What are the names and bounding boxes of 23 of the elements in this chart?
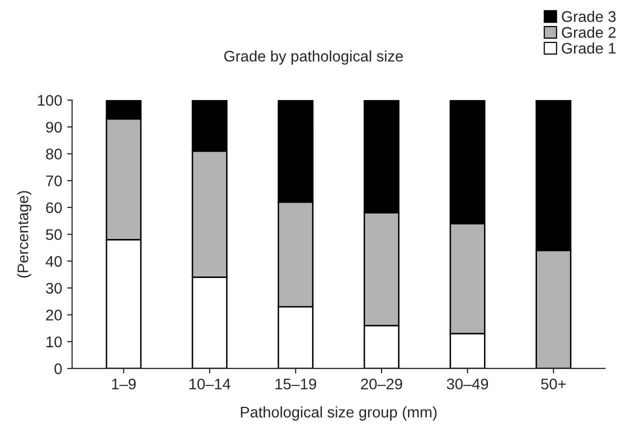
y-tick-label: 90	[46, 122, 62, 133]
x-tick-label: 15–19	[276, 378, 316, 390]
legend-label: Grade 2	[562, 26, 616, 38]
chart-title: Grade by pathological size	[224, 50, 403, 65]
y-tick-label: 50	[46, 229, 62, 240]
x-tick-label: 30–49	[446, 378, 488, 390]
y-tick-label: 80	[46, 148, 62, 160]
y-tick-label: 40	[46, 256, 62, 267]
y-tick-label: 0	[54, 363, 62, 374]
y-axis-title: (Percentage)	[17, 191, 32, 278]
x-tick-label: 50+	[541, 378, 566, 390]
y-tick-label: 70	[46, 175, 62, 186]
legend-label: Grade 3	[562, 10, 616, 22]
x-tick-label: 20–29	[361, 378, 402, 390]
x-tick-label: 1–9	[112, 378, 136, 390]
x-tick-label: 10–14	[190, 378, 230, 390]
y-tick-label: 10	[46, 336, 62, 348]
y-tick-label: 30	[46, 282, 62, 294]
legend-label: Grade 1	[562, 42, 616, 54]
y-tick-label: 100	[38, 94, 62, 106]
x-axis-title: Pathological size group (mm)	[240, 406, 437, 421]
y-tick-label: 20	[46, 310, 62, 320]
y-tick-label: 60	[46, 202, 62, 214]
